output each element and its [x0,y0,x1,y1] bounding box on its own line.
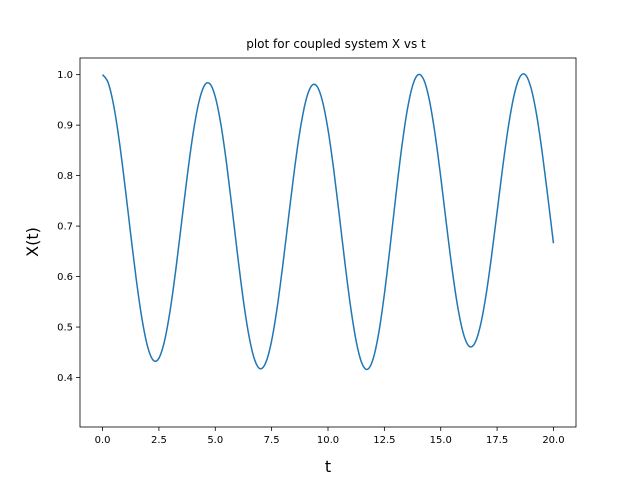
x-tick-label: 5.0 [207,435,223,446]
x-tick-label: 7.5 [264,435,280,446]
y-axis: 0.4 0.5 0.6 0.7 0.8 0.9 1.0 [57,70,80,384]
x-tick-label: 2.5 [151,435,167,446]
y-tick-label: 0.5 [57,323,73,334]
plot-area [101,73,555,371]
y-tick-label: 0.8 [57,171,73,182]
y-tick-label: 0.9 [57,121,73,132]
x-axis: 0.0 2.5 5.0 7.5 10.0 12.5 15.0 17.5 20.0 [95,427,565,446]
x-tick-label: 0.0 [95,435,111,446]
y-tick-label: 0.6 [57,272,73,283]
x-tick-label: 10.0 [317,435,339,446]
axes-frame [79,57,577,428]
y-axis-label: X(t) [23,227,42,257]
x-axis-label: t [325,457,331,476]
x-tick-label: 15.0 [430,435,452,446]
y-tick-label: 1.0 [57,70,73,81]
y-tick-label: 0.7 [57,222,73,233]
x-tick-label: 12.5 [373,435,395,446]
x-tick-label: 17.5 [486,435,508,446]
x-tick-label: 20.0 [542,435,564,446]
series-line [101,73,555,371]
chart-title: plot for coupled system X vs t [246,37,426,51]
y-tick-label: 0.4 [57,373,73,384]
